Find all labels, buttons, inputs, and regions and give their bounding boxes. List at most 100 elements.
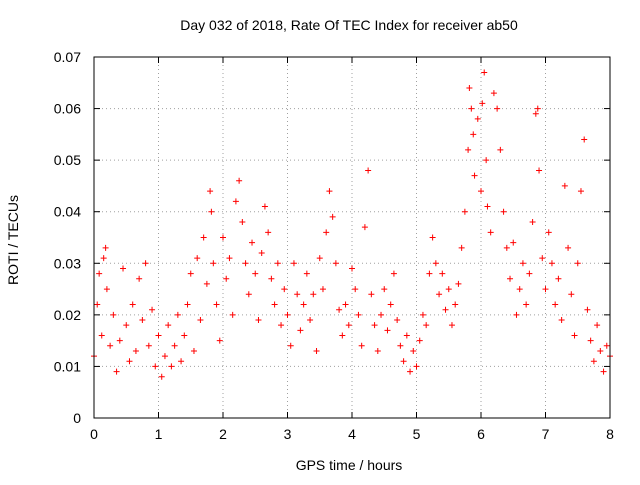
data-point [455, 280, 462, 287]
data-point [397, 342, 404, 349]
data-point [161, 353, 168, 360]
data-point [474, 115, 481, 122]
data-point [603, 342, 610, 349]
data-point [94, 301, 101, 308]
data-point [281, 286, 288, 293]
data-point [102, 244, 109, 251]
data-point [516, 286, 523, 293]
data-point [171, 342, 178, 349]
data-point [239, 219, 246, 226]
data-point [365, 167, 372, 174]
data-point [297, 327, 304, 334]
data-point [252, 270, 259, 277]
data-point [565, 244, 572, 251]
data-point [116, 337, 123, 344]
data-point [313, 347, 320, 354]
data-point [381, 286, 388, 293]
data-point [229, 311, 236, 318]
data-point [597, 347, 604, 354]
data-point [558, 317, 565, 324]
y-tick-label: 0.06 [54, 101, 81, 117]
data-point [329, 213, 336, 220]
data-point [207, 188, 214, 195]
data-point [129, 301, 136, 308]
y-tick-label: 0.01 [54, 358, 81, 374]
data-point [458, 244, 465, 251]
data-point [158, 373, 165, 380]
data-point [394, 317, 401, 324]
data-point [600, 368, 607, 375]
data-point [213, 301, 220, 308]
data-point [423, 322, 430, 329]
data-point [545, 229, 552, 236]
data-point [139, 317, 146, 324]
data-point [400, 358, 407, 365]
data-point [555, 275, 562, 282]
data-point [442, 306, 449, 313]
data-point [539, 255, 546, 262]
data-point [507, 275, 514, 282]
data-point [349, 265, 355, 272]
data-point [155, 332, 162, 339]
data-point [503, 244, 510, 251]
data-point [439, 270, 446, 277]
data-point [542, 286, 549, 293]
data-point [142, 260, 149, 267]
data-point [245, 291, 252, 298]
data-point [226, 255, 233, 262]
x-tick-label: 4 [348, 426, 356, 442]
data-point [98, 332, 105, 339]
data-point [132, 347, 139, 354]
data-point [532, 110, 539, 117]
data-point [181, 332, 188, 339]
data-point [510, 239, 517, 246]
data-point [371, 322, 378, 329]
data-point [208, 208, 215, 215]
data-point [413, 363, 420, 370]
data-point [110, 311, 117, 318]
data-point [410, 347, 417, 354]
data-point [374, 347, 381, 354]
axis-ticks: 0 1 2 3 4 5 6 7 8 0 0.01 0.02 0.03 0.04 0.05 0.06 0.07 [54, 49, 614, 442]
y-tick-label: 0.03 [54, 255, 81, 271]
data-point [368, 291, 375, 298]
grid [94, 57, 610, 418]
data-point [534, 105, 541, 112]
x-tick-label: 3 [284, 426, 292, 442]
data-point [358, 342, 365, 349]
x-tick-label: 2 [219, 426, 227, 442]
data-point [242, 260, 249, 267]
data-point [403, 332, 410, 339]
data-point [407, 368, 414, 375]
data-point [294, 291, 301, 298]
data-point [126, 358, 133, 365]
data-point [448, 322, 455, 329]
x-tick-label: 7 [542, 426, 550, 442]
data-point [174, 311, 181, 318]
data-point [577, 188, 584, 195]
data-point [165, 322, 172, 329]
x-tick-label: 0 [90, 426, 98, 442]
y-tick-label: 0.05 [54, 152, 81, 168]
data-point [490, 90, 497, 97]
data-point [307, 317, 314, 324]
data-point [184, 301, 191, 308]
data-point [419, 311, 426, 318]
data-point [466, 84, 473, 91]
data-point [479, 100, 486, 107]
data-point [300, 301, 307, 308]
data-point [342, 301, 349, 308]
data-point [136, 275, 143, 282]
data-point [220, 234, 226, 241]
data-point [332, 260, 339, 267]
data-point [319, 286, 326, 293]
data-point [497, 146, 504, 153]
data-point [203, 280, 210, 287]
data-point [287, 342, 294, 349]
data-point [103, 286, 110, 293]
data-point [523, 301, 530, 308]
data-point [145, 342, 152, 349]
data-point [481, 69, 488, 76]
data-point [590, 358, 597, 365]
data-point [548, 260, 555, 267]
